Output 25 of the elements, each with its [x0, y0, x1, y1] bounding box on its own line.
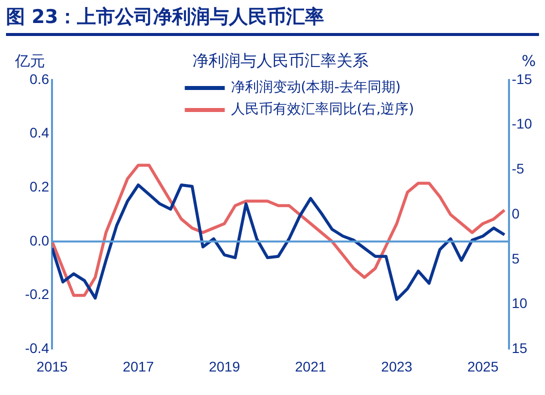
y2-tick-label: -10 [512, 116, 532, 132]
x-tick-label: 2023 [381, 358, 413, 374]
y-axis-title: 亿元 [14, 52, 46, 70]
y2-tick-label: 15 [512, 340, 528, 356]
legend-label: 净利润变动(本期-去年同期) [230, 80, 401, 96]
y2-tick-label: 5 [512, 250, 520, 266]
y2-tick-label: 10 [512, 295, 528, 312]
x-tick-label: 2019 [208, 358, 240, 374]
y2-axis-title: % [522, 52, 536, 70]
y-tick-label: 0.2 [30, 178, 50, 195]
y2-tick-label: -15 [512, 70, 532, 87]
x-tick-label: 2021 [295, 358, 326, 374]
y-tick-label: -0.2 [25, 286, 50, 302]
legend-label: 人民币有效汇率同比(右,逆序) [230, 102, 414, 118]
y-tick-label: 0.0 [30, 232, 50, 248]
chart-subtitle: 净利润与人民币汇率关系 [192, 51, 368, 70]
y2-tick-label: -5 [512, 160, 524, 177]
x-tick-label: 2015 [36, 358, 68, 374]
y-tick-label: 0.6 [30, 70, 50, 87]
y-tick-label: -0.4 [25, 340, 50, 356]
y2-tick-label: 0 [512, 205, 520, 222]
x-tick-label: 2017 [122, 358, 154, 374]
x-tick-label: 2025 [467, 358, 499, 374]
y-tick-label: 0.4 [30, 124, 50, 141]
chart-title: 图 23：上市公司净利润与人民币汇率 [6, 4, 539, 36]
